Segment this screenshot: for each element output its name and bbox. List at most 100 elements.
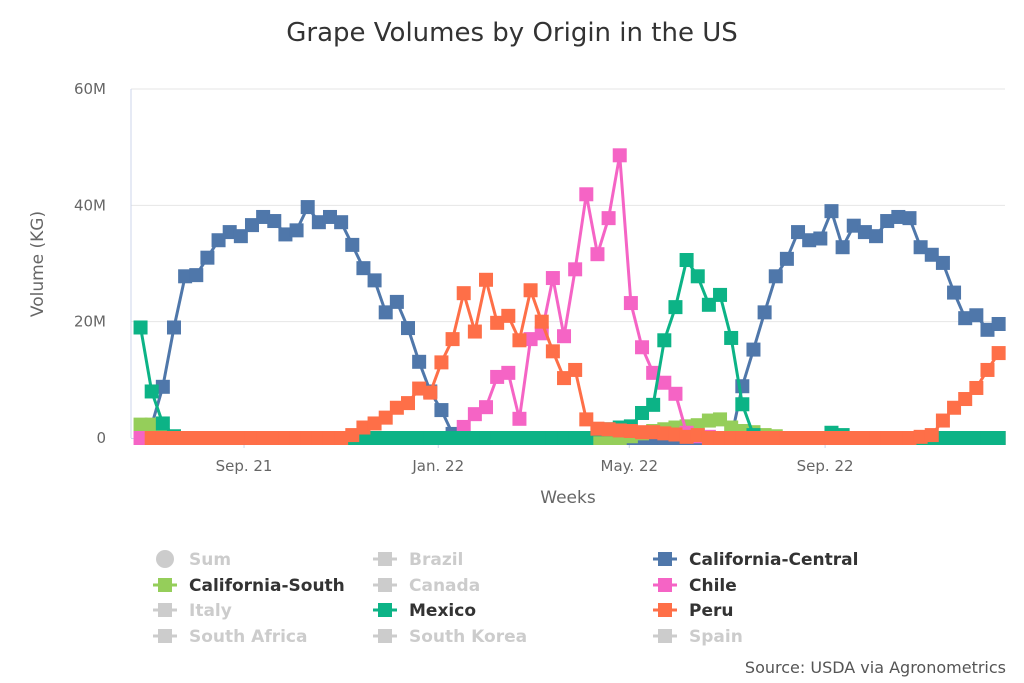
data-point[interactable] (846, 218, 861, 233)
data-point[interactable] (512, 333, 527, 348)
data-point[interactable] (456, 431, 471, 445)
legend-item-south-korea[interactable]: South Korea (373, 627, 527, 647)
data-point[interactable] (501, 308, 516, 323)
data-point[interactable] (980, 362, 995, 377)
data-point[interactable] (367, 416, 382, 431)
data-point[interactable] (958, 431, 973, 445)
data-point[interactable] (913, 240, 928, 255)
legend-item-california-central[interactable]: California-Central (653, 550, 858, 570)
data-point[interactable] (222, 225, 237, 240)
data-point[interactable] (768, 431, 783, 445)
data-point[interactable] (657, 333, 672, 348)
data-point[interactable] (713, 412, 728, 427)
data-point[interactable] (924, 428, 939, 443)
data-point[interactable] (980, 431, 995, 445)
data-point[interactable] (490, 315, 505, 330)
data-point[interactable] (991, 346, 1006, 361)
data-point[interactable] (200, 431, 215, 445)
data-point[interactable] (389, 431, 404, 445)
data-point[interactable] (233, 431, 248, 445)
data-point[interactable] (635, 405, 650, 420)
data-point[interactable] (155, 416, 170, 431)
data-point[interactable] (467, 431, 482, 445)
legend-item-mexico[interactable]: Mexico (373, 601, 476, 621)
data-point[interactable] (322, 431, 337, 445)
data-point[interactable] (256, 209, 271, 224)
data-point[interactable] (189, 431, 204, 445)
data-point[interactable] (256, 431, 271, 445)
data-point[interactable] (267, 214, 282, 229)
data-point[interactable] (211, 233, 226, 248)
data-point[interactable] (646, 425, 661, 440)
data-point[interactable] (434, 355, 449, 370)
data-point[interactable] (144, 417, 159, 432)
data-point[interactable] (958, 311, 973, 326)
data-point[interactable] (701, 431, 716, 445)
data-point[interactable] (356, 420, 371, 435)
data-point[interactable] (479, 272, 494, 287)
data-point[interactable] (690, 428, 705, 443)
data-point[interactable] (668, 427, 683, 442)
data-point[interactable] (545, 271, 560, 286)
data-point[interactable] (244, 218, 259, 233)
legend-item-brazil[interactable]: Brazil (373, 550, 463, 570)
legend-item-sum[interactable]: Sum (156, 550, 231, 570)
data-point[interactable] (311, 215, 326, 230)
data-point[interactable] (445, 332, 460, 347)
data-point[interactable] (222, 431, 237, 445)
data-point[interactable] (378, 305, 393, 320)
data-point[interactable] (545, 431, 560, 445)
legend-item-italy[interactable]: Italy (153, 601, 232, 621)
data-point[interactable] (512, 411, 527, 426)
data-point[interactable] (813, 231, 828, 246)
data-point[interactable] (244, 431, 259, 445)
data-point[interactable] (534, 431, 549, 445)
data-point[interactable] (679, 429, 694, 444)
data-point[interactable] (233, 229, 248, 244)
legend-item-spain[interactable]: Spain (653, 627, 743, 647)
legend-item-california-south[interactable]: California-South (153, 576, 345, 596)
data-point[interactable] (334, 215, 349, 230)
data-point[interactable] (568, 362, 583, 377)
data-point[interactable] (300, 431, 315, 445)
data-point[interactable] (467, 324, 482, 339)
data-point[interactable] (746, 342, 761, 357)
data-point[interactable] (166, 320, 181, 335)
data-point[interactable] (824, 204, 839, 219)
data-point[interactable] (133, 417, 148, 432)
data-point[interactable] (590, 421, 605, 436)
legend-item-chile[interactable]: Chile (653, 576, 737, 596)
data-point[interactable] (144, 431, 159, 445)
data-point[interactable] (200, 250, 215, 265)
data-point[interactable] (891, 431, 906, 445)
data-point[interactable] (389, 400, 404, 415)
data-point[interactable] (846, 431, 861, 445)
data-point[interactable] (668, 386, 683, 401)
data-point[interactable] (412, 381, 427, 396)
data-point[interactable] (189, 268, 204, 283)
data-point[interactable] (646, 397, 661, 412)
data-point[interactable] (791, 431, 806, 445)
data-point[interactable] (289, 223, 304, 238)
data-point[interactable] (490, 431, 505, 445)
data-point[interactable] (545, 344, 560, 359)
data-point[interactable] (557, 329, 572, 344)
data-point[interactable] (869, 431, 884, 445)
data-point[interactable] (791, 225, 806, 240)
legend-item-peru[interactable]: Peru (653, 601, 733, 621)
data-point[interactable] (724, 330, 739, 345)
data-point[interactable] (557, 431, 572, 445)
data-point[interactable] (155, 431, 170, 445)
data-point[interactable] (991, 431, 1006, 445)
data-point[interactable] (401, 321, 416, 336)
data-point[interactable] (779, 251, 794, 266)
data-point[interactable] (935, 255, 950, 270)
data-point[interactable] (947, 431, 962, 445)
data-point[interactable] (278, 227, 293, 242)
data-point[interactable] (924, 247, 939, 262)
data-point[interactable] (857, 225, 872, 240)
data-point[interactable] (713, 431, 728, 445)
data-point[interactable] (523, 431, 538, 445)
data-point[interactable] (757, 305, 772, 320)
data-point[interactable] (947, 285, 962, 300)
